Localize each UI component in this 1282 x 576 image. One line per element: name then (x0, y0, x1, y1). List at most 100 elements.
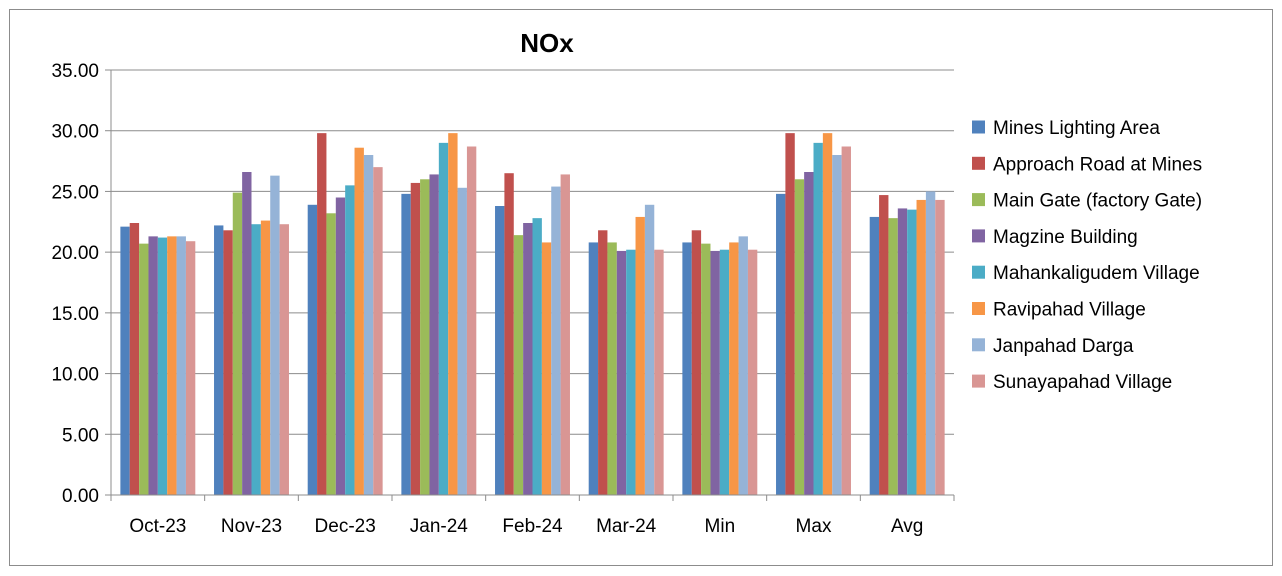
bar-mines-lighting-area-avg (870, 217, 879, 495)
legend-label: Magzine Building (993, 227, 1138, 248)
x-tick-label: Mar-24 (596, 516, 657, 537)
bar-main-gate-factory-gate-avg (888, 218, 897, 495)
bar-magzine-building-nov-23 (242, 172, 251, 495)
bar-main-gate-factory-gate-dec-23 (326, 213, 335, 495)
bar-mines-lighting-area-oct-23 (120, 227, 129, 495)
y-tick-label: 5.00 (62, 425, 99, 446)
x-tick-label: Feb-24 (502, 516, 563, 537)
legend-label: Sunayapahad Village (993, 372, 1172, 393)
chart-frame: NOx 0.00 5.00 10.00 15.00 20.00 25.00 30.00 35.… (9, 9, 1273, 566)
legend-label: Approach Road at Mines (993, 154, 1202, 175)
bar-mahankaligudem-village-feb-24 (533, 218, 542, 495)
y-tick-label: 15.00 (51, 304, 99, 325)
bar-sunayapahad-village-oct-23 (186, 241, 195, 495)
bar-mahankaligudem-village-nov-23 (252, 224, 261, 495)
bar-janpahad-darga-mar-24 (645, 205, 654, 495)
bar-ravipahad-village-jan-24 (448, 133, 457, 495)
bar-mahankaligudem-village-dec-23 (345, 185, 354, 495)
bar-mahankaligudem-village-min (720, 250, 729, 495)
bar-sunayapahad-village-dec-23 (373, 167, 382, 495)
bar-ravipahad-village-min (729, 242, 738, 495)
bar-approach-road-at-mines-oct-23 (130, 223, 139, 495)
bar-sunayapahad-village-jan-24 (467, 147, 476, 496)
nox-chart: NOx 0.00 5.00 10.00 15.00 20.00 25.00 30.00 35.… (10, 10, 1274, 567)
y-tick-label: 0.00 (62, 486, 99, 507)
bar-mines-lighting-area-feb-24 (495, 206, 504, 495)
x-tick-label: Oct-23 (129, 516, 186, 537)
x-tick-label: Dec-23 (315, 516, 376, 537)
bar-approach-road-at-mines-mar-24 (598, 230, 607, 495)
bar-sunayapahad-village-mar-24 (654, 250, 663, 495)
bar-main-gate-factory-gate-feb-24 (514, 235, 523, 495)
legend-item: Approach Road at Mines (972, 154, 1202, 175)
chart-title: NOx (520, 28, 574, 58)
bar-approach-road-at-mines-min (692, 230, 701, 495)
bar-magzine-building-dec-23 (336, 198, 345, 496)
legend-swatch (972, 302, 985, 315)
bar-main-gate-factory-gate-jan-24 (420, 179, 429, 495)
legend-item: Ravipahad Village (972, 300, 1146, 321)
bar-sunayapahad-village-feb-24 (561, 174, 570, 495)
legend-swatch (972, 121, 985, 134)
legend-swatch (972, 338, 985, 351)
legend-swatch (972, 157, 985, 170)
bar-mines-lighting-area-mar-24 (589, 242, 598, 495)
bar-janpahad-darga-feb-24 (551, 187, 560, 495)
bar-sunayapahad-village-nov-23 (280, 224, 289, 495)
bar-approach-road-at-mines-max (785, 133, 794, 495)
bar-mahankaligudem-village-jan-24 (439, 143, 448, 495)
bar-approach-road-at-mines-nov-23 (223, 230, 232, 495)
legend-label: Mahankaligudem Village (993, 263, 1200, 284)
bar-sunayapahad-village-min (748, 250, 757, 495)
y-tick-label: 30.00 (51, 122, 99, 143)
bar-mahankaligudem-village-avg (907, 210, 916, 495)
legend-label: Ravipahad Village (993, 300, 1146, 321)
bar-janpahad-darga-nov-23 (270, 176, 279, 495)
y-tick-label: 35.00 (51, 61, 99, 82)
bar-magzine-building-jan-24 (429, 174, 438, 495)
bar-main-gate-factory-gate-max (795, 179, 804, 495)
legend-label: Mines Lighting Area (993, 118, 1160, 139)
x-tick-label: Nov-23 (221, 516, 282, 537)
bar-ravipahad-village-nov-23 (261, 221, 270, 495)
bar-ravipahad-village-oct-23 (167, 236, 176, 495)
legend-item: Sunayapahad Village (972, 372, 1172, 393)
bar-main-gate-factory-gate-nov-23 (233, 193, 242, 495)
bar-janpahad-darga-jan-24 (458, 188, 467, 495)
bar-mines-lighting-area-nov-23 (214, 225, 223, 495)
bar-main-gate-factory-gate-mar-24 (607, 242, 616, 495)
legend-item: Magzine Building (972, 227, 1138, 248)
legend-label: Janpahad Darga (993, 336, 1134, 357)
bar-janpahad-darga-max (832, 155, 841, 495)
bar-janpahad-darga-min (739, 236, 748, 495)
y-tick-label: 25.00 (51, 182, 99, 203)
bar-magzine-building-mar-24 (617, 251, 626, 495)
legend-label: Main Gate (factory Gate) (993, 191, 1202, 212)
bar-approach-road-at-mines-avg (879, 195, 888, 495)
bar-ravipahad-village-dec-23 (355, 148, 364, 495)
y-tick-label: 20.00 (51, 243, 99, 264)
bar-magzine-building-oct-23 (148, 236, 157, 495)
bar-mahankaligudem-village-oct-23 (158, 238, 167, 495)
bar-mahankaligudem-village-mar-24 (626, 250, 635, 495)
bar-janpahad-darga-dec-23 (364, 155, 373, 495)
legend-item: Main Gate (factory Gate) (972, 191, 1202, 212)
bar-mines-lighting-area-jan-24 (401, 194, 410, 495)
legend-item: Janpahad Darga (972, 336, 1134, 357)
bars (120, 133, 944, 495)
bar-magzine-building-max (804, 172, 813, 495)
bar-ravipahad-village-feb-24 (542, 242, 551, 495)
bar-mines-lighting-area-min (682, 242, 691, 495)
x-tick-label: Max (796, 516, 832, 537)
legend-swatch (972, 375, 985, 388)
bar-ravipahad-village-max (823, 133, 832, 495)
bar-approach-road-at-mines-feb-24 (504, 173, 513, 495)
bar-magzine-building-feb-24 (523, 223, 532, 495)
bar-magzine-building-avg (898, 208, 907, 495)
bar-magzine-building-min (710, 251, 719, 495)
x-tick-label: Avg (891, 516, 923, 537)
bar-approach-road-at-mines-dec-23 (317, 133, 326, 495)
bar-mines-lighting-area-dec-23 (308, 205, 317, 495)
y-tick-label: 10.00 (51, 365, 99, 386)
x-tick-label: Min (705, 516, 736, 537)
